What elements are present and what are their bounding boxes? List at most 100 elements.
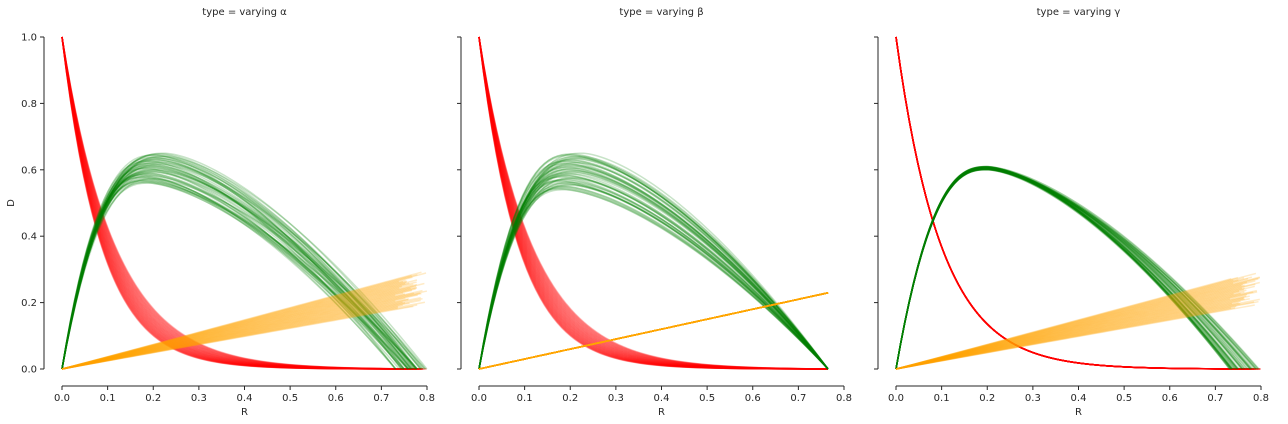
green-curve-line	[895, 166, 1237, 370]
orange-curve-line	[895, 290, 1240, 370]
red-curve-line	[61, 36, 406, 370]
orange-curve-line	[61, 273, 418, 370]
orange-curve-line	[61, 302, 406, 370]
red-curve-line	[478, 36, 829, 370]
green-curve-line	[895, 167, 1239, 370]
red-curve-line	[895, 36, 1235, 370]
red-curve-line	[895, 36, 1234, 370]
orange-curve-line	[895, 300, 1241, 370]
red-curve-line	[61, 36, 423, 370]
red-curve-line	[895, 36, 1255, 370]
x-tick-label: 0.1	[934, 393, 950, 404]
orange-curve-line	[895, 307, 1232, 370]
x-tick-label: 0.5	[699, 393, 715, 404]
red-curve-line	[61, 36, 422, 370]
green-curve-line	[478, 183, 829, 370]
red-curve-line	[895, 36, 1250, 370]
green-curve-line	[478, 174, 829, 370]
red-curve-line	[895, 36, 1251, 370]
red-curve-line	[61, 36, 418, 370]
red-curve-line	[478, 36, 829, 370]
green-curve-line	[895, 166, 1252, 370]
green-curve-line	[61, 159, 417, 370]
green-curve-line	[895, 168, 1239, 370]
red-curve-line	[61, 36, 405, 370]
orange-curve-line	[895, 287, 1245, 370]
curves-group	[895, 36, 1261, 370]
orange-curve-line	[895, 298, 1260, 370]
green-curve-line	[895, 166, 1233, 370]
green-curve-line	[895, 167, 1234, 370]
red-curve-line	[61, 36, 414, 370]
green-curve-line	[895, 168, 1239, 370]
orange-curve-line	[895, 298, 1245, 370]
green-curve-line	[895, 168, 1257, 370]
orange-curve-line	[61, 300, 396, 370]
green-curve-line	[61, 156, 405, 370]
red-curve-line	[478, 36, 829, 370]
red-curve-line	[61, 36, 410, 370]
green-curve-line	[478, 159, 829, 370]
red-curve-line	[61, 36, 427, 370]
green-curve-line	[61, 169, 423, 370]
red-curve-line	[61, 36, 399, 370]
green-curve-line	[61, 154, 402, 370]
green-curve-line	[478, 187, 829, 370]
orange-curve-line	[895, 293, 1248, 370]
green-curve-line	[478, 153, 829, 370]
red-curve-line	[478, 36, 829, 370]
red-curve-line	[478, 36, 829, 370]
x-tick-label: 0.7	[1207, 393, 1223, 404]
green-curve-line	[895, 166, 1255, 370]
orange-curve-line	[895, 272, 1257, 370]
orange-curve-line	[895, 279, 1239, 370]
x-tick-label: 0.0	[54, 393, 70, 404]
red-curve-line	[895, 36, 1261, 370]
green-curve-line	[61, 179, 408, 370]
red-curve-line	[478, 36, 829, 370]
orange-curve-line	[895, 284, 1245, 370]
y-tick-label: 0.0	[21, 365, 37, 376]
red-curve-line	[895, 36, 1251, 370]
green-curve-line	[61, 170, 411, 370]
green-curve-line	[895, 166, 1251, 370]
red-curve-line	[61, 36, 419, 370]
green-curve-line	[61, 162, 403, 370]
green-curve-line	[478, 188, 829, 370]
green-curve-line	[61, 165, 417, 370]
orange-curve-line	[61, 282, 406, 370]
red-curve-line	[478, 36, 829, 370]
green-curve-line	[478, 152, 829, 370]
red-curve-line	[478, 36, 829, 370]
green-curve-line	[895, 166, 1244, 370]
green-curve-line	[895, 165, 1233, 370]
orange-curve-line	[895, 297, 1250, 370]
red-curve-line	[478, 36, 829, 370]
orange-curve-line	[895, 291, 1254, 370]
green-curve-line	[61, 181, 409, 370]
green-curve-line	[61, 158, 409, 370]
orange-curve-line	[61, 305, 414, 370]
red-curve-line	[61, 36, 399, 370]
orange-curve-line	[61, 297, 406, 370]
red-curve-line	[478, 36, 829, 370]
green-curve-line	[61, 176, 404, 370]
green-curve-line	[61, 155, 428, 370]
green-curve-line	[61, 167, 397, 370]
red-curve-line	[61, 36, 427, 370]
green-curve-line	[61, 178, 409, 370]
green-curve-line	[61, 177, 410, 370]
red-curve-line	[478, 36, 829, 370]
y-tick-label: 0.4	[21, 232, 37, 243]
panel-title: type = varying α	[202, 7, 287, 18]
red-curve-line	[478, 36, 829, 370]
orange-curve-line	[61, 296, 421, 370]
red-curve-line	[478, 36, 829, 370]
green-curve-line	[895, 167, 1246, 370]
curves-group	[61, 36, 428, 370]
orange-curve-line	[61, 292, 422, 370]
green-curve-line	[895, 165, 1260, 370]
green-curve-line	[895, 166, 1240, 370]
y-axis-title: D	[6, 199, 17, 207]
